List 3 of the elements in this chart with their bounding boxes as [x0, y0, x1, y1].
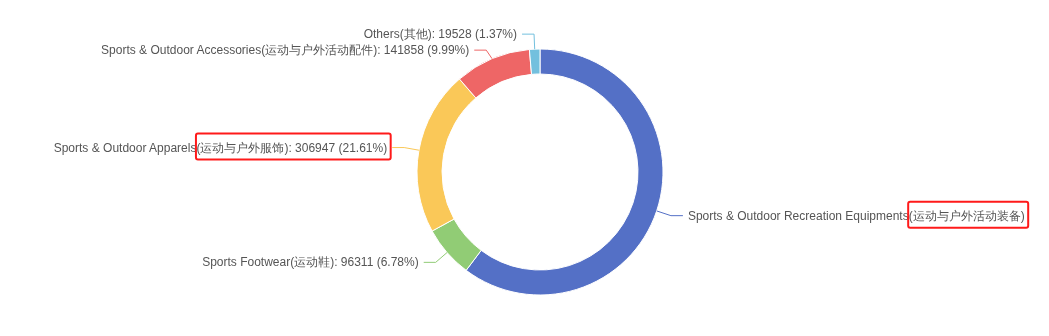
slice-label: Sports Footwear(运动鞋): 96311 (6.78%): [202, 255, 419, 270]
slice-label: Sports & Outdoor Accessories(运动与户外活动配件): 141858 (9.99%): [101, 43, 470, 58]
slice-label: Others(其他): 19528 (1.37%): [363, 27, 518, 42]
